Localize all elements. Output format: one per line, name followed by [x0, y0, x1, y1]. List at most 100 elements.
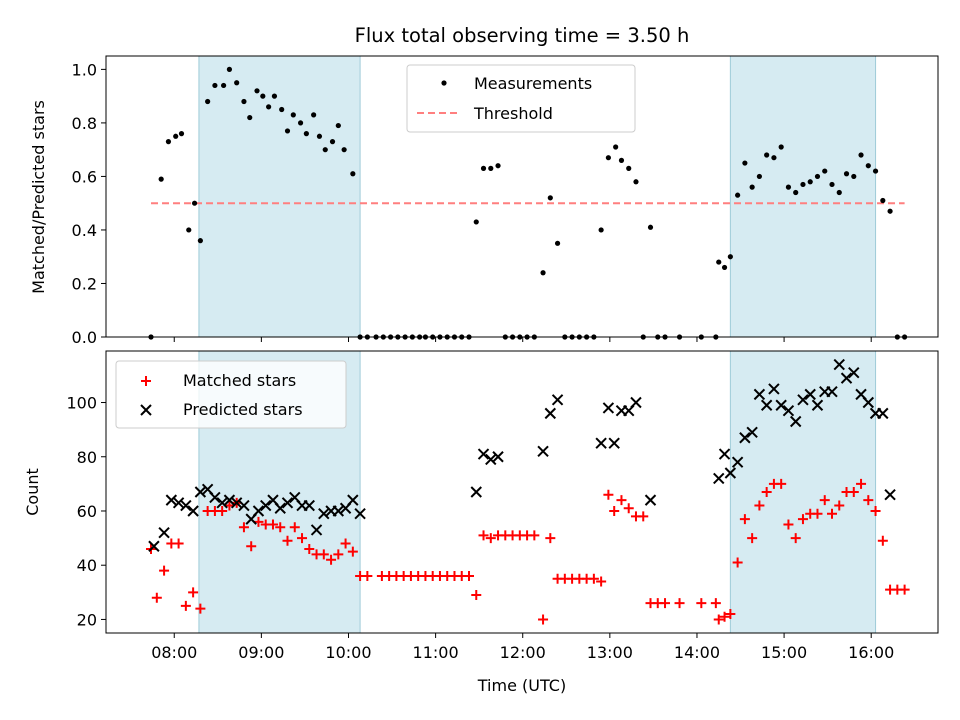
measurement-point	[742, 160, 748, 166]
bottom-y-axis-label: Count	[23, 468, 42, 516]
top-panel: Flux total observing time = 3.50 h 0.00.…	[29, 24, 939, 347]
measurement-point	[350, 171, 356, 177]
measurement-point	[778, 144, 784, 150]
bottom-panel: 08:00 09:00 10:00 11:00 12:00 13:00 14:00 15:00…	[23, 350, 939, 695]
matched-star-point	[362, 571, 373, 582]
top-x-ticks	[173, 337, 872, 342]
top-y-ticks: 0.0 0.2 0.4 0.6 0.8 1.0	[72, 60, 106, 347]
matched-star-point	[660, 598, 671, 609]
measurement-point	[865, 163, 871, 169]
matched-star-point	[188, 587, 199, 598]
matched-star-point	[797, 514, 808, 525]
measurement-point	[887, 208, 893, 214]
measurement-point	[266, 104, 272, 110]
measurement-point	[247, 114, 253, 121]
x-tick-label: 10:00	[325, 643, 371, 662]
bottom-x-ticks: 08:00 09:00 10:00 11:00 12:00 13:00 14:00 15:00…	[151, 633, 894, 662]
measurement-point	[851, 173, 857, 180]
legend-box	[406, 64, 636, 133]
matched-star-point	[333, 549, 344, 560]
measurement-point	[205, 98, 211, 105]
measurement-point	[633, 179, 639, 185]
matched-star-point	[195, 603, 206, 614]
predicted-star-point	[775, 399, 787, 411]
measurement-point	[605, 155, 611, 161]
legend-marker-predicted	[140, 404, 152, 416]
matched-star-point	[471, 590, 482, 601]
matched-star-point	[603, 489, 614, 500]
top-plot-frame	[105, 55, 939, 338]
measurement-point	[843, 171, 850, 177]
predicted-star-point	[172, 497, 185, 509]
predicted-star-point	[833, 358, 845, 371]
matched-star-point	[783, 519, 794, 530]
matched-star-point	[267, 519, 278, 530]
top-legend: Measurements Threshold	[406, 64, 636, 133]
matched-star-point	[739, 514, 750, 525]
predicted-star-point	[332, 505, 345, 517]
matched-star-point	[545, 533, 556, 544]
predicted-star-point	[260, 499, 272, 512]
measurement-point	[297, 120, 304, 126]
predicted-star-point	[158, 526, 170, 539]
predicted-star-point	[724, 467, 737, 479]
measurement-point	[793, 189, 799, 196]
predicted-star-point	[862, 396, 875, 409]
x-tick-label: 09:00	[238, 643, 284, 662]
predicted-star-point	[252, 505, 265, 517]
measurement-point	[260, 93, 266, 99]
measurement-point	[488, 165, 494, 171]
measurement-point	[329, 139, 336, 145]
matched-star-point	[863, 495, 874, 506]
measurement-point	[165, 139, 172, 145]
matched-star-point	[326, 554, 337, 565]
matched-star-point	[719, 611, 730, 622]
predicted-star-point	[274, 502, 286, 514]
measurement-point	[554, 240, 561, 246]
matched-star-point	[848, 487, 859, 497]
measurement-point	[254, 88, 260, 94]
matched-star-point	[297, 533, 308, 544]
matched-star-point	[538, 614, 549, 625]
y-tick-label: 0.0	[72, 328, 97, 347]
top-shaded-intervals	[198, 55, 877, 338]
predicted-star-point	[180, 499, 192, 512]
matched-star-point	[289, 522, 300, 533]
matched-star-point	[318, 549, 329, 560]
matched-star-point	[696, 598, 707, 609]
measurement-point	[721, 264, 728, 271]
predicted-star-point	[840, 372, 853, 384]
measurement-point	[234, 80, 240, 86]
predicted-star-point	[804, 388, 816, 401]
predicted-star-point	[789, 415, 802, 428]
x-axis-label: Time (UTC)	[477, 676, 566, 695]
predicted-star-point	[746, 426, 758, 439]
matched-star-point	[827, 508, 838, 519]
bottom-count-points	[146, 358, 910, 625]
y-tick-label: 40	[77, 556, 97, 575]
matched-star-point	[710, 598, 721, 609]
measurement-point	[858, 152, 864, 158]
predicted-star-point	[630, 396, 642, 409]
measurement-point	[212, 82, 218, 89]
measurement-point	[197, 238, 203, 244]
y-tick-label: 0.2	[72, 274, 97, 293]
measurement-point	[716, 259, 722, 265]
top-y-axis-label: Matched/Predicted stars	[29, 100, 48, 294]
matched-star-point	[609, 505, 620, 516]
predicted-star-point	[760, 399, 773, 411]
matched-star-point	[754, 500, 765, 511]
measurement-point	[647, 224, 654, 230]
measurement-point	[800, 181, 806, 188]
matched-star-point	[464, 571, 475, 582]
matched-star-point	[304, 543, 315, 554]
predicted-star-point	[216, 497, 228, 509]
measurement-point	[316, 133, 323, 139]
predicted-star-point	[187, 505, 199, 517]
predicted-star-point	[644, 494, 657, 506]
y-tick-label: 60	[77, 502, 97, 521]
matched-star-point	[899, 584, 910, 595]
measurement-point	[822, 168, 828, 174]
measurement-point	[335, 122, 341, 129]
